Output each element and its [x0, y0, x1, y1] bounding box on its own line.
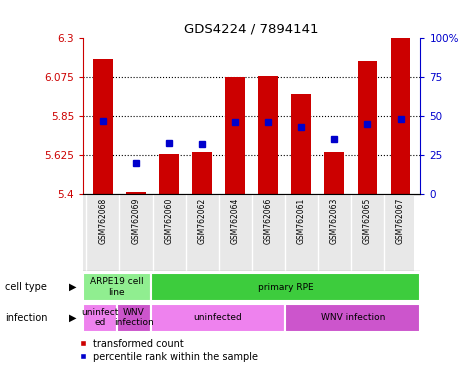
Bar [324, 152, 344, 194]
Text: uninfect
ed: uninfect ed [81, 308, 119, 328]
Bar [390, 38, 410, 194]
Text: primary RPE: primary RPE [257, 283, 314, 291]
Text: WNV
infection: WNV infection [114, 308, 153, 328]
Bar [258, 76, 278, 194]
Bar [358, 61, 378, 194]
Bar [117, 304, 151, 331]
Text: infection: infection [5, 313, 47, 323]
Bar [159, 154, 179, 194]
Text: GSM762064: GSM762064 [231, 198, 240, 244]
Text: ▶: ▶ [69, 282, 76, 292]
Bar [192, 152, 212, 194]
Text: ▶: ▶ [69, 313, 76, 323]
Text: GSM762068: GSM762068 [98, 198, 107, 244]
Text: GSM762069: GSM762069 [132, 198, 141, 244]
Text: GSM762066: GSM762066 [264, 198, 273, 244]
Bar [225, 77, 245, 194]
Bar [285, 304, 420, 331]
Bar [292, 94, 311, 194]
Title: GDS4224 / 7894141: GDS4224 / 7894141 [184, 23, 319, 36]
Text: cell type: cell type [5, 282, 47, 292]
Text: GSM762065: GSM762065 [363, 198, 372, 244]
Bar [151, 304, 285, 331]
Text: GSM762061: GSM762061 [297, 198, 306, 244]
Text: GSM762060: GSM762060 [165, 198, 173, 244]
Bar [126, 192, 146, 194]
Text: GSM762063: GSM762063 [330, 198, 339, 244]
Legend: transformed count, percentile rank within the sample: transformed count, percentile rank withi… [78, 339, 258, 362]
Text: GSM762067: GSM762067 [396, 198, 405, 244]
Text: ARPE19 cell
line: ARPE19 cell line [90, 277, 143, 297]
Text: GSM762062: GSM762062 [198, 198, 207, 244]
Text: WNV infection: WNV infection [321, 313, 385, 322]
Text: uninfected: uninfected [194, 313, 242, 322]
Bar [93, 59, 113, 194]
Bar [83, 304, 117, 331]
Bar [151, 273, 420, 301]
Bar [83, 273, 151, 301]
